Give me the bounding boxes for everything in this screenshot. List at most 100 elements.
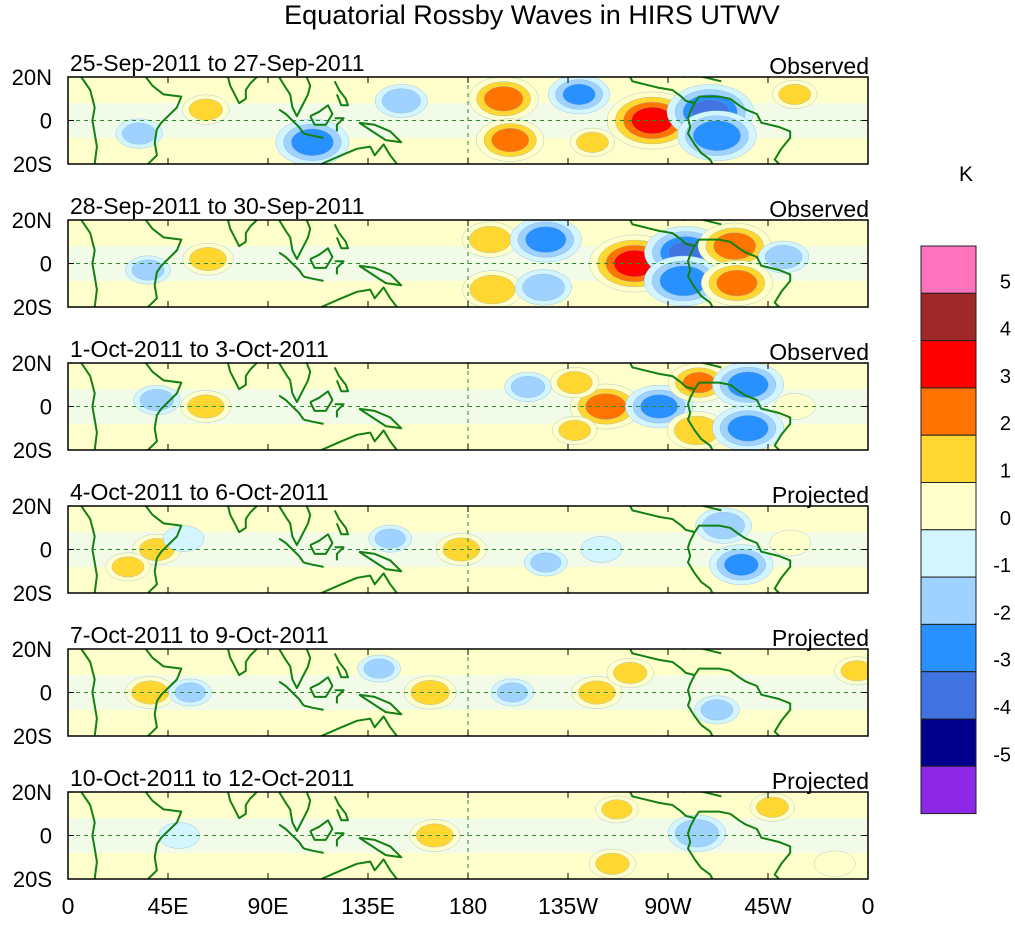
anomaly-contour bbox=[601, 799, 633, 820]
coast-sumatra bbox=[278, 394, 305, 421]
anomaly-contour bbox=[556, 371, 593, 395]
coast-central-america bbox=[629, 363, 695, 391]
coast-java bbox=[303, 561, 324, 568]
anomaly-contour bbox=[525, 226, 567, 253]
coast-indochina bbox=[278, 506, 312, 547]
coast-sumatra bbox=[278, 680, 305, 707]
colorbar-swatch bbox=[920, 340, 977, 389]
coast-south-america-north-east bbox=[693, 238, 792, 307]
panel-status: Projected bbox=[772, 768, 869, 794]
coast-new-guinea bbox=[358, 264, 403, 287]
anomaly-contour bbox=[700, 699, 734, 721]
panel-date-range: 7-Oct-2011 to 9-Oct-2011 bbox=[70, 622, 329, 648]
coast-philippines bbox=[333, 509, 349, 536]
colorbar-swatch bbox=[920, 623, 977, 673]
anomaly-contour bbox=[716, 269, 758, 297]
panel-1: 20N 0 20S 25-Sep-2011 to 27-Sep-2011 Observe… bbox=[12, 50, 869, 177]
anomaly-contour bbox=[111, 556, 145, 578]
coast-south-america-west bbox=[687, 531, 714, 593]
y-tick-label: 0 bbox=[40, 252, 52, 277]
coast-australia bbox=[320, 143, 398, 164]
coast-india bbox=[225, 506, 259, 534]
coast-sulawesi bbox=[334, 117, 345, 132]
coast-sumatra bbox=[278, 108, 305, 135]
colorbar-label: 0 bbox=[1000, 508, 1011, 530]
coast-new-guinea bbox=[358, 550, 403, 573]
chart-title: Equatorial Rossby Waves in HIRS UTWV bbox=[284, 0, 780, 30]
coast-sulawesi bbox=[334, 403, 345, 418]
x-tick-label: 135W bbox=[538, 893, 598, 919]
coast-indochina bbox=[278, 220, 312, 261]
coast-east-africa bbox=[145, 792, 183, 879]
coast-south-america-west bbox=[687, 817, 714, 879]
colorbar-label: -2 bbox=[993, 602, 1011, 624]
coast-south-america-west bbox=[687, 674, 714, 736]
coast-east-africa bbox=[145, 77, 183, 164]
anomaly-contour bbox=[374, 528, 406, 549]
anomaly-contour bbox=[659, 265, 708, 297]
coast-caribbean bbox=[683, 220, 722, 226]
panel-3: 20N 0 20S 1-Oct-2011 to 3-Oct-2011 Observed bbox=[12, 336, 869, 463]
anomaly-contour bbox=[595, 852, 630, 875]
panel-4: 20N 0 20S 4-Oct-2011 to 6-Oct-2011 Projected bbox=[12, 479, 869, 606]
panel-field bbox=[68, 649, 868, 736]
coast-borneo bbox=[309, 819, 334, 841]
y-tick-label: 0 bbox=[40, 824, 52, 849]
panel-field bbox=[68, 506, 868, 593]
coast-borneo bbox=[309, 247, 334, 269]
x-tick-label: 135E bbox=[341, 893, 395, 919]
coast-west-africa bbox=[80, 506, 98, 593]
x-tick-label: 90W bbox=[644, 893, 692, 919]
anomaly-contour bbox=[510, 375, 546, 398]
coast-java bbox=[303, 847, 324, 854]
anomaly-contour bbox=[469, 274, 516, 305]
coast-central-america bbox=[629, 792, 695, 820]
colorbar-label: -1 bbox=[993, 555, 1011, 577]
panel-status: Observed bbox=[769, 339, 869, 365]
anomaly-contour bbox=[491, 128, 530, 153]
anomaly-contour bbox=[381, 88, 421, 114]
coast-west-africa bbox=[80, 220, 98, 307]
anomaly-contour bbox=[558, 419, 592, 441]
panel-status: Projected bbox=[772, 625, 869, 651]
coast-sulawesi bbox=[334, 260, 345, 275]
coast-caribbean bbox=[683, 792, 722, 798]
anomaly-contour bbox=[727, 371, 769, 398]
y-tick-label: 20S bbox=[13, 581, 52, 606]
coast-south-america-west bbox=[687, 102, 714, 164]
anomaly-contour bbox=[778, 83, 812, 105]
coast-india bbox=[225, 649, 259, 677]
panel-date-range: 1-Oct-2011 to 3-Oct-2011 bbox=[70, 336, 329, 362]
colorbar-label: -5 bbox=[993, 744, 1011, 766]
coast-borneo bbox=[309, 676, 334, 698]
x-tick-label: 0 bbox=[62, 893, 75, 919]
anomaly-contour bbox=[363, 658, 395, 679]
colorbar-label: -3 bbox=[993, 650, 1011, 672]
anomaly-contour bbox=[562, 83, 596, 105]
y-tick-label: 20N bbox=[12, 494, 52, 519]
anomaly-contour bbox=[840, 660, 868, 682]
coast-sulawesi bbox=[334, 832, 345, 847]
coast-indochina bbox=[278, 363, 312, 404]
colorbar-swatch bbox=[920, 718, 977, 767]
y-tick-label: 20S bbox=[13, 438, 52, 463]
y-tick-label: 20S bbox=[13, 867, 52, 892]
colorbar-label: 4 bbox=[1000, 319, 1011, 341]
coast-south-america-west bbox=[687, 245, 714, 307]
panel-6: 20N 0 20S 10-Oct-2011 to 12-Oct-2011 Project… bbox=[12, 765, 869, 892]
y-tick-label: 20N bbox=[12, 208, 52, 233]
y-tick-label: 20S bbox=[13, 152, 52, 177]
y-tick-label: 0 bbox=[40, 395, 52, 420]
coast-central-america bbox=[629, 506, 695, 534]
panel-date-range: 25-Sep-2011 to 27-Sep-2011 bbox=[70, 50, 365, 76]
colorbar-swatch bbox=[920, 292, 977, 342]
coast-india bbox=[225, 77, 259, 105]
coast-west-africa bbox=[80, 649, 98, 736]
panel-field bbox=[68, 220, 868, 307]
colorbar-label: 2 bbox=[1000, 413, 1011, 435]
anomaly-contour bbox=[692, 120, 741, 151]
coast-borneo bbox=[309, 104, 334, 126]
coast-india bbox=[225, 363, 259, 391]
y-tick-label: 0 bbox=[40, 109, 52, 134]
anomaly-contour bbox=[724, 553, 759, 576]
